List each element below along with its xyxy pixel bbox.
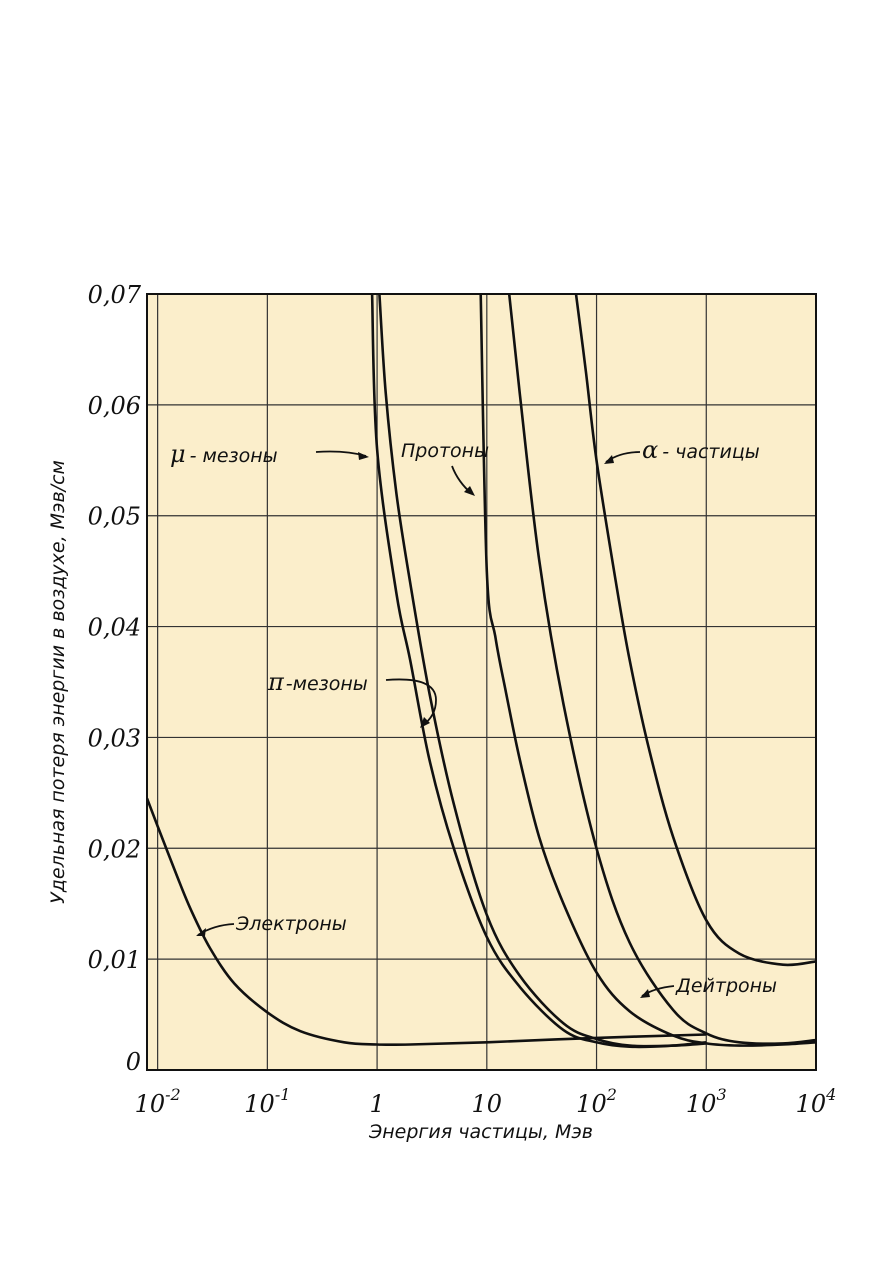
y-tick-label: 0,07 xyxy=(88,281,142,309)
x-tick-exponent: -2 xyxy=(165,1085,181,1104)
annotation-pi-arrowhead xyxy=(420,717,430,728)
curve-deuterons xyxy=(507,294,816,1045)
y-tick-label: 0 xyxy=(126,1048,141,1076)
curve-electrons xyxy=(147,797,707,1047)
annotation-protons-arrowhead xyxy=(464,486,475,496)
pi-text: -мезоны xyxy=(286,673,368,695)
annotation-deuterons: Дейтроны xyxy=(640,975,777,998)
annotation-protons: Протоны xyxy=(401,440,489,496)
annotation-pi-mesons: π -мезоны xyxy=(267,668,437,728)
annotation-mu-label: μ- мезоны xyxy=(170,440,278,468)
annotation-deuterons-arrowhead xyxy=(640,989,650,998)
annotation-electrons-label: Электроны xyxy=(235,913,347,935)
alpha-text: - частицы xyxy=(662,441,760,463)
y-ticks: 0 0,01 0,02 0,03 0,04 0,05 0,06 0,07 xyxy=(88,281,142,1076)
x-ticks: 10-2 10-1 1 10 102 103 104 xyxy=(135,1085,837,1118)
annotation-alpha-label: α- частицы xyxy=(642,436,760,464)
annotation-alpha: α- частицы xyxy=(604,436,760,464)
x-tick-label: 10 xyxy=(472,1090,503,1118)
x-axis-label: Энергия частицы, Мэв xyxy=(368,1121,593,1143)
annotation-protons-label: Протоны xyxy=(401,440,489,462)
annotation-pi-label: π -мезоны xyxy=(267,668,368,696)
annotation-mu-mesons: μ- мезоны xyxy=(170,440,369,468)
x-tick-label: 10-1 xyxy=(244,1085,290,1118)
x-tick-exponent: 3 xyxy=(716,1085,726,1104)
x-tick-label: 104 xyxy=(796,1085,837,1118)
y-tick-label: 0,02 xyxy=(88,835,141,863)
annotation-mu-arrowhead xyxy=(358,452,369,460)
x-tick-exponent: -1 xyxy=(275,1085,291,1104)
y-axis-label: Удельная потеря энергии в воздухе, Мэв/с… xyxy=(47,460,69,904)
curve-pi-mesons xyxy=(378,294,707,1048)
x-tick-label: 103 xyxy=(686,1085,727,1118)
x-tick-label: 10-2 xyxy=(135,1085,181,1118)
mu-symbol: μ xyxy=(170,440,186,468)
alpha-symbol: α xyxy=(642,436,658,464)
plot-background xyxy=(147,294,816,1070)
annotation-electrons-arrowhead xyxy=(196,928,206,936)
x-tick-label: 1 xyxy=(369,1090,384,1118)
grid xyxy=(147,294,816,1070)
x-tick-base: 10 xyxy=(135,1090,166,1118)
x-tick-base: 10 xyxy=(472,1090,503,1118)
curves xyxy=(147,294,816,1049)
x-tick-exponent: 4 xyxy=(825,1085,836,1104)
mu-text: - мезоны xyxy=(190,445,278,467)
curve-mu-mesons xyxy=(370,294,707,1049)
curve-alpha xyxy=(574,294,816,967)
y-tick-label: 0,03 xyxy=(88,724,141,752)
pi-symbol: π xyxy=(267,668,285,696)
y-tick-label: 0,06 xyxy=(88,392,141,420)
x-tick-label: 102 xyxy=(576,1085,617,1118)
x-tick-base: 10 xyxy=(796,1090,827,1118)
x-tick-base: 10 xyxy=(686,1090,717,1118)
x-tick-base: 10 xyxy=(576,1090,607,1118)
curve-protons xyxy=(479,294,816,1047)
annotation-pi-arrow xyxy=(385,678,437,727)
annotation-deuterons-label: Дейтроны xyxy=(675,975,777,997)
x-tick-base: 1 xyxy=(369,1090,384,1118)
annotation-alpha-arrowhead xyxy=(604,455,614,464)
x-tick-base: 10 xyxy=(244,1090,275,1118)
y-tick-label: 0,01 xyxy=(88,946,141,974)
x-tick-exponent: 2 xyxy=(606,1085,617,1104)
annotation-electrons: Электроны xyxy=(196,913,347,936)
y-tick-label: 0,04 xyxy=(88,614,141,642)
y-tick-label: 0,05 xyxy=(88,503,141,531)
